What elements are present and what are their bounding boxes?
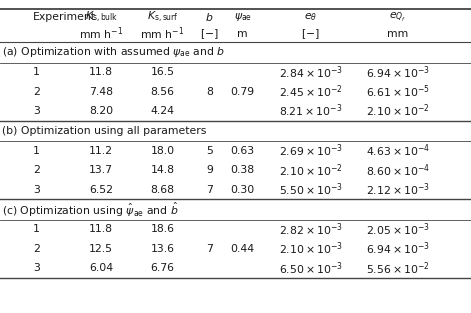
Text: 18.0: 18.0 bbox=[150, 146, 175, 156]
Text: 0.30: 0.30 bbox=[230, 185, 255, 195]
Text: $2.05 \times 10^{-3}$: $2.05 \times 10^{-3}$ bbox=[366, 221, 430, 238]
Text: $4.63 \times 10^{-4}$: $4.63 \times 10^{-4}$ bbox=[366, 142, 430, 159]
Text: 8: 8 bbox=[206, 87, 213, 97]
Text: 3: 3 bbox=[33, 185, 40, 195]
Text: $2.45 \times 10^{-2}$: $2.45 \times 10^{-2}$ bbox=[279, 83, 343, 100]
Text: $e_{\theta}$: $e_{\theta}$ bbox=[304, 11, 317, 23]
Text: [$-$]: [$-$] bbox=[301, 27, 320, 41]
Text: 14.8: 14.8 bbox=[151, 165, 174, 175]
Text: 5: 5 bbox=[206, 146, 213, 156]
Text: 1: 1 bbox=[33, 146, 40, 156]
Text: 7: 7 bbox=[206, 244, 213, 254]
Text: $6.94 \times 10^{-3}$: $6.94 \times 10^{-3}$ bbox=[366, 240, 430, 257]
Text: $5.50 \times 10^{-3}$: $5.50 \times 10^{-3}$ bbox=[279, 181, 343, 198]
Text: 7.48: 7.48 bbox=[89, 87, 113, 97]
Text: $K_{\mathrm{s,surf}}$: $K_{\mathrm{s,surf}}$ bbox=[146, 9, 179, 25]
Text: mm h$^{-1}$: mm h$^{-1}$ bbox=[79, 26, 123, 42]
Text: 3: 3 bbox=[33, 263, 40, 273]
Text: 0.38: 0.38 bbox=[230, 165, 255, 175]
Text: 2: 2 bbox=[33, 87, 40, 97]
Text: 3: 3 bbox=[33, 106, 40, 116]
Text: 1: 1 bbox=[33, 67, 40, 77]
Text: 13.6: 13.6 bbox=[151, 244, 174, 254]
Text: 8.56: 8.56 bbox=[151, 87, 174, 97]
Text: 16.5: 16.5 bbox=[151, 67, 174, 77]
Text: (c) Optimization using $\hat{\psi}_{\mathrm{ae}}$ and $\hat{b}$: (c) Optimization using $\hat{\psi}_{\mat… bbox=[2, 200, 179, 219]
Text: 12.5: 12.5 bbox=[89, 244, 113, 254]
Text: 18.6: 18.6 bbox=[151, 224, 174, 234]
Text: 2: 2 bbox=[33, 244, 40, 254]
Text: 0.79: 0.79 bbox=[230, 87, 255, 97]
Text: 1: 1 bbox=[33, 224, 40, 234]
Text: 6.76: 6.76 bbox=[151, 263, 174, 273]
Text: 6.52: 6.52 bbox=[89, 185, 113, 195]
Text: $2.82 \times 10^{-3}$: $2.82 \times 10^{-3}$ bbox=[279, 221, 343, 238]
Text: 6.04: 6.04 bbox=[89, 263, 114, 273]
Text: $2.12 \times 10^{-3}$: $2.12 \times 10^{-3}$ bbox=[366, 181, 430, 198]
Text: (b) Optimization using all parameters: (b) Optimization using all parameters bbox=[2, 126, 207, 136]
Text: Experiment: Experiment bbox=[33, 12, 96, 22]
Text: $6.50 \times 10^{-3}$: $6.50 \times 10^{-3}$ bbox=[279, 260, 343, 277]
Text: 8.68: 8.68 bbox=[151, 185, 174, 195]
Text: $2.69 \times 10^{-3}$: $2.69 \times 10^{-3}$ bbox=[279, 142, 343, 159]
Text: $2.10 \times 10^{-3}$: $2.10 \times 10^{-3}$ bbox=[279, 240, 343, 257]
Text: 2: 2 bbox=[33, 165, 40, 175]
Text: $K_{\mathrm{s,bulk}}$: $K_{\mathrm{s,bulk}}$ bbox=[85, 9, 118, 25]
Text: 4.24: 4.24 bbox=[151, 106, 174, 116]
Text: [$-$]: [$-$] bbox=[200, 27, 219, 41]
Text: m: m bbox=[237, 29, 248, 39]
Text: 9: 9 bbox=[206, 165, 213, 175]
Text: $6.61 \times 10^{-5}$: $6.61 \times 10^{-5}$ bbox=[366, 83, 430, 100]
Text: mm: mm bbox=[387, 29, 409, 39]
Text: $\psi_{\mathrm{ae}}$: $\psi_{\mathrm{ae}}$ bbox=[234, 11, 252, 23]
Text: $e_{Q_f}$: $e_{Q_f}$ bbox=[390, 11, 406, 23]
Text: (a) Optimization with assumed $\psi_{\mathrm{ae}}$ and $b$: (a) Optimization with assumed $\psi_{\ma… bbox=[2, 45, 226, 59]
Text: 8.20: 8.20 bbox=[89, 106, 114, 116]
Text: 0.44: 0.44 bbox=[230, 244, 255, 254]
Text: 11.8: 11.8 bbox=[89, 67, 113, 77]
Text: 11.2: 11.2 bbox=[89, 146, 113, 156]
Text: 0.63: 0.63 bbox=[230, 146, 255, 156]
Text: 11.8: 11.8 bbox=[89, 224, 113, 234]
Text: 7: 7 bbox=[206, 185, 213, 195]
Text: $8.60 \times 10^{-4}$: $8.60 \times 10^{-4}$ bbox=[366, 162, 430, 179]
Text: $2.10 \times 10^{-2}$: $2.10 \times 10^{-2}$ bbox=[279, 162, 343, 179]
Text: mm h$^{-1}$: mm h$^{-1}$ bbox=[140, 26, 185, 42]
Text: $2.10 \times 10^{-2}$: $2.10 \times 10^{-2}$ bbox=[366, 103, 430, 120]
Text: 13.7: 13.7 bbox=[89, 165, 113, 175]
Text: $8.21 \times 10^{-3}$: $8.21 \times 10^{-3}$ bbox=[279, 103, 342, 120]
Text: $2.84 \times 10^{-3}$: $2.84 \times 10^{-3}$ bbox=[279, 64, 343, 81]
Text: $b$: $b$ bbox=[205, 11, 214, 23]
Text: $5.56 \times 10^{-2}$: $5.56 \times 10^{-2}$ bbox=[366, 260, 430, 277]
Text: $6.94 \times 10^{-3}$: $6.94 \times 10^{-3}$ bbox=[366, 64, 430, 81]
